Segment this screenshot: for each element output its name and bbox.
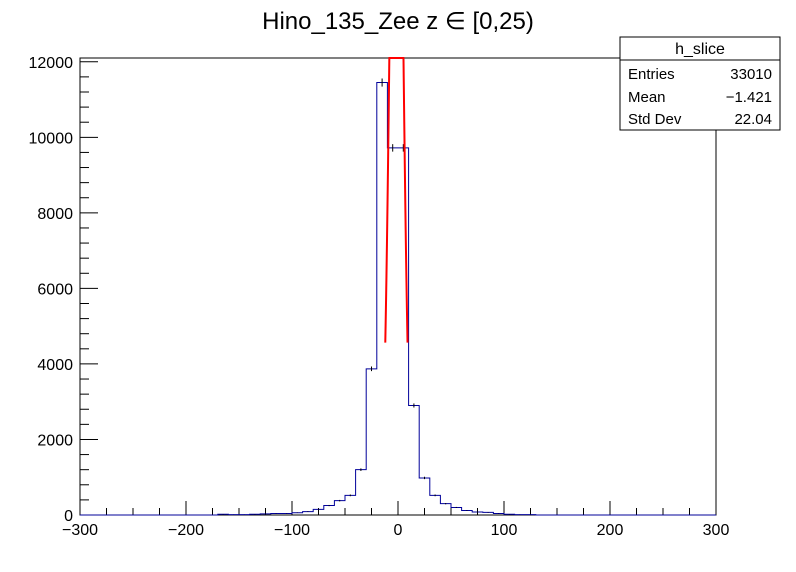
x-tick-label: 0 — [394, 522, 403, 539]
gaussian-fit — [384, 57, 409, 343]
y-tick-label: 12000 — [29, 55, 74, 72]
stat-mean-label: Mean — [628, 89, 666, 106]
y-tick-label: 2000 — [37, 432, 73, 449]
stats-box: h_slice Entries 33010 Mean −1.421 Std De… — [619, 36, 781, 131]
stat-mean-value: −1.421 — [726, 89, 772, 106]
x-tick-label: −200 — [168, 522, 204, 539]
y-tick-labels: 0 2000 4000 6000 8000 10000 12000 — [29, 55, 74, 525]
histogram-bins — [80, 78, 716, 516]
stats-box-border — [619, 36, 781, 131]
stat-entries-label: Entries — [628, 66, 675, 83]
stats-box-title: h_slice — [675, 41, 725, 58]
x-tick-label: −300 — [62, 522, 98, 539]
stat-stddev-value: 22.04 — [734, 111, 772, 128]
y-tick-label: 10000 — [29, 130, 74, 147]
x-tick-label: 100 — [491, 522, 518, 539]
x-tick-label: 200 — [597, 522, 624, 539]
x-tick-labels: −300 −200 −100 0 100 200 300 — [62, 522, 729, 539]
y-tick-label: 4000 — [37, 357, 73, 374]
y-tick-label: 6000 — [37, 281, 73, 298]
y-tick-label: 8000 — [37, 206, 73, 223]
stat-stddev-label: Std Dev — [628, 111, 682, 128]
x-tick-label: −100 — [274, 522, 310, 539]
fit-curve — [384, 57, 409, 343]
histogram-outline — [80, 82, 716, 516]
x-tick-label: 300 — [703, 522, 730, 539]
chart-title: Hino_135_Zee z ∈ [0,25) — [262, 8, 534, 35]
stat-entries-value: 33010 — [730, 66, 772, 83]
y-tick-label: 0 — [64, 508, 73, 525]
